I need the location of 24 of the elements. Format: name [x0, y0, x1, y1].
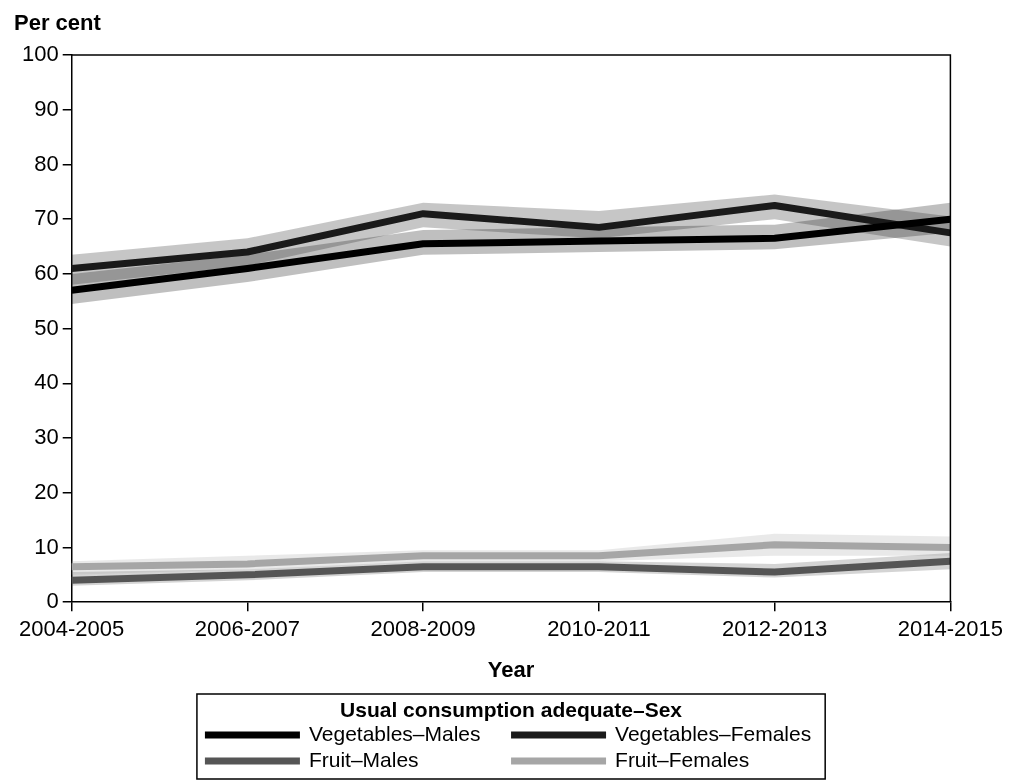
y-tick-label: 60	[34, 259, 59, 285]
y-tick-label: 70	[34, 205, 59, 231]
legend-label: Vegetables–Males	[308, 721, 481, 745]
y-tick-label: 0	[46, 588, 59, 614]
y-tick-label: 10	[34, 533, 59, 559]
x-axis-title: Year	[487, 656, 535, 682]
legend-label: Vegetables–Females	[615, 721, 812, 745]
x-tick-label: 2014-2015	[897, 616, 1003, 642]
y-axis-title: Per cent	[14, 10, 102, 36]
y-tick-label: 40	[34, 369, 59, 395]
y-tick-label: 90	[34, 95, 59, 121]
y-tick-label: 80	[34, 150, 59, 176]
x-tick-label: 2006-2007	[194, 616, 301, 642]
x-tick-label: 2010-2011	[547, 616, 651, 642]
legend-title: Usual consumption adequate–Sex	[340, 697, 683, 721]
y-tick-label: 100	[21, 41, 59, 67]
legend-label: Fruit–Females	[615, 747, 750, 771]
y-tick-label: 20	[34, 478, 59, 504]
x-tick-label: 2004-2005	[19, 616, 125, 642]
x-tick-label: 2012-2013	[722, 616, 828, 642]
y-tick-label: 50	[34, 314, 59, 340]
x-tick-label: 2008-2009	[370, 616, 476, 642]
legend-label: Fruit–Males	[308, 747, 419, 771]
y-tick-label: 30	[34, 424, 59, 450]
